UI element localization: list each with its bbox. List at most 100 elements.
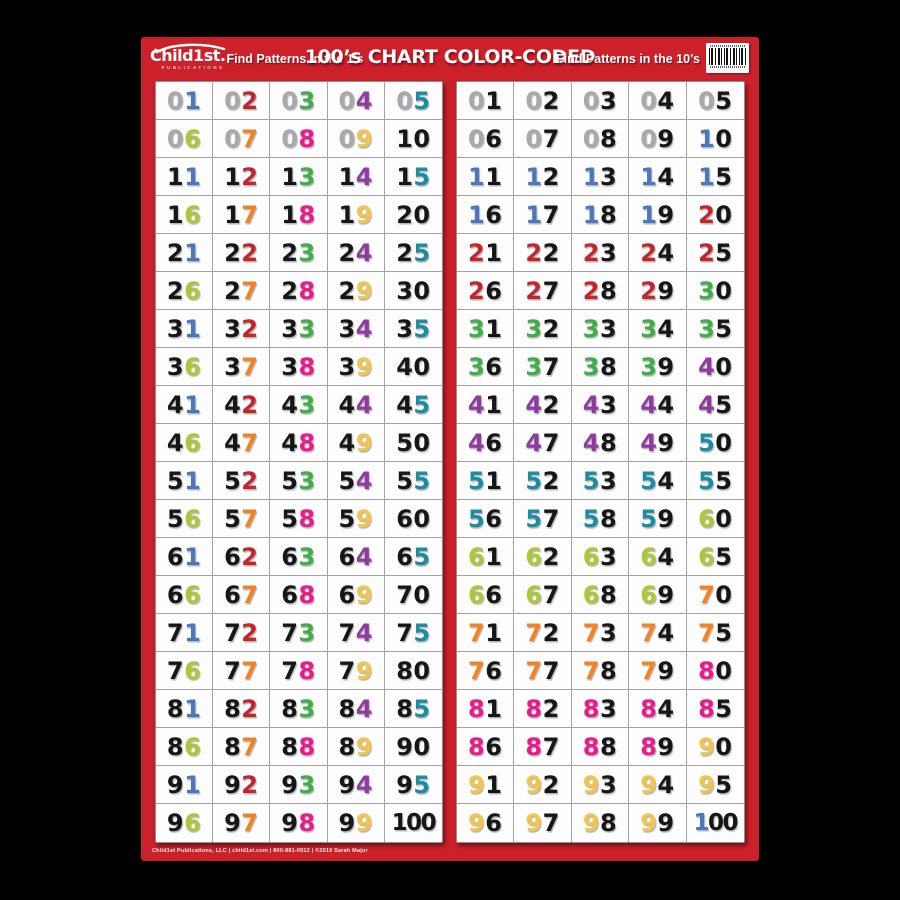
digit: 1 xyxy=(184,390,202,419)
digit: 5 xyxy=(525,466,543,495)
digit: 0 xyxy=(413,200,431,229)
digit: 7 xyxy=(467,656,486,685)
digit: 4 xyxy=(657,390,675,419)
digit: 4 xyxy=(166,428,185,457)
digit: 4 xyxy=(166,390,185,419)
digit: 1 xyxy=(281,162,299,191)
digit: 4 xyxy=(355,390,373,419)
digit: 4 xyxy=(355,162,373,191)
digit: 8 xyxy=(298,504,316,533)
digit: 2 xyxy=(224,276,242,305)
digit: 0 xyxy=(467,124,486,153)
digit: 7 xyxy=(281,618,299,647)
digit: 2 xyxy=(166,276,185,305)
digit: 8 xyxy=(525,732,543,761)
digit: 4 xyxy=(525,428,543,457)
digit: 3 xyxy=(396,314,414,343)
digit: 6 xyxy=(485,276,503,305)
digit: 8 xyxy=(396,656,414,685)
digit: 8 xyxy=(298,352,316,381)
digit: 2 xyxy=(241,238,259,267)
digit: 9 xyxy=(281,809,299,837)
digit: 3 xyxy=(298,542,316,571)
digit: 8 xyxy=(166,694,185,723)
digit: 5 xyxy=(467,504,486,533)
digit: 5 xyxy=(640,466,658,495)
digit: 2 xyxy=(698,238,716,267)
digit: 3 xyxy=(467,314,486,343)
digit: 2 xyxy=(241,86,259,115)
digit: 4 xyxy=(355,694,373,723)
digit: 3 xyxy=(298,314,316,343)
digit: 6 xyxy=(485,124,503,153)
digit: 2 xyxy=(542,162,560,191)
digit: 0 xyxy=(715,656,733,685)
digit: 6 xyxy=(698,542,716,571)
digit: 2 xyxy=(241,162,259,191)
digit: 8 xyxy=(281,732,299,761)
digit: 6 xyxy=(485,656,503,685)
digit: 1 xyxy=(485,618,503,647)
digit: 2 xyxy=(467,276,486,305)
digit: 6 xyxy=(525,580,543,609)
digit: 7 xyxy=(241,732,259,761)
digit: 1 xyxy=(396,124,414,153)
digit: 0 xyxy=(467,86,486,115)
digit: 4 xyxy=(281,390,299,419)
barcode-microtext-bottom xyxy=(710,66,745,68)
digit: 9 xyxy=(582,770,600,799)
digit: 2 xyxy=(241,466,259,495)
digit: 7 xyxy=(640,618,658,647)
digit: 3 xyxy=(224,314,242,343)
digit: 6 xyxy=(396,542,414,571)
digit: 1 xyxy=(184,162,202,191)
digit: 8 xyxy=(467,732,486,761)
digit: 8 xyxy=(599,276,618,305)
digit: 0 xyxy=(413,276,431,305)
digit: 6 xyxy=(485,352,503,381)
digit: 0 xyxy=(413,428,431,457)
digit: 9 xyxy=(355,504,373,533)
digit: 8 xyxy=(599,428,618,457)
digit: 9 xyxy=(657,352,675,381)
digit: 0 xyxy=(281,124,299,153)
digit: 5 xyxy=(224,504,242,533)
digit: 4 xyxy=(338,390,356,419)
digit: 6 xyxy=(166,580,185,609)
